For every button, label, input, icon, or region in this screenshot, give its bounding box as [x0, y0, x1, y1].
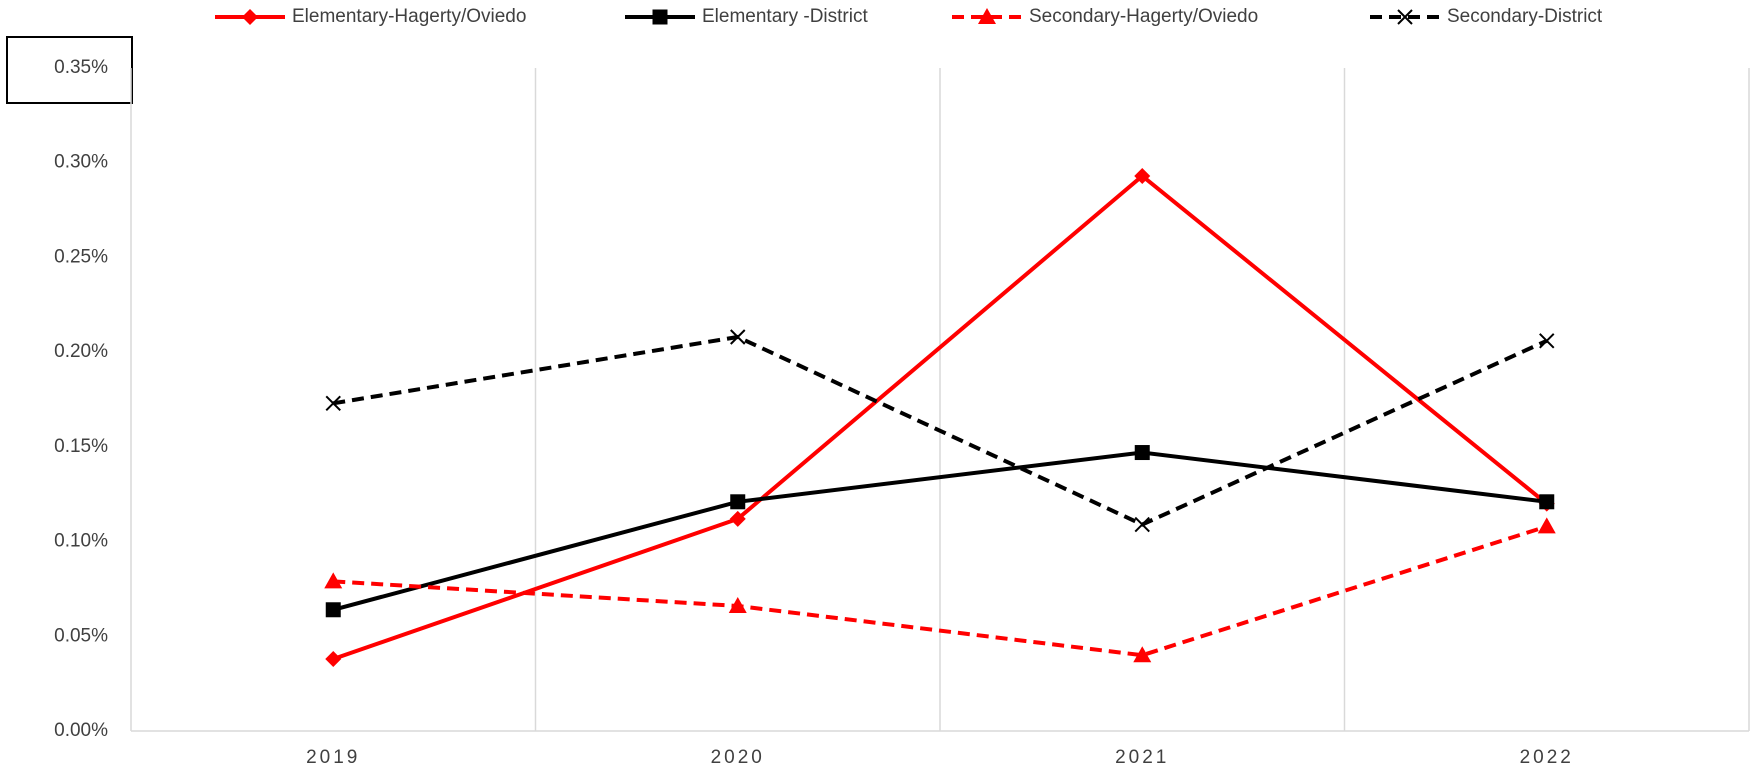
data-point [325, 395, 341, 411]
legend-label: Secondary-District [1447, 6, 1603, 27]
y-tick-label: 0.20% [54, 341, 108, 362]
data-point [1134, 516, 1150, 533]
y-tick-label: 0.15% [54, 436, 108, 457]
data-point [325, 602, 341, 618]
legend-marker [242, 9, 258, 25]
x-tick-label: 2021 [1115, 747, 1169, 768]
data-point [325, 651, 342, 668]
data-point [1134, 445, 1150, 461]
series-line [332, 173, 1549, 661]
data-point [730, 494, 746, 510]
y-tick-label: 0.10% [54, 531, 108, 552]
x-tick-label: 2022 [1520, 747, 1574, 768]
data-point [324, 572, 343, 589]
data-point [1134, 167, 1151, 184]
x-tick-label: 2020 [711, 747, 765, 768]
legend-marker [978, 8, 996, 24]
y-tick-label: 0.35% [54, 57, 108, 78]
legend-marker [652, 9, 668, 25]
data-point [1133, 646, 1152, 663]
legend-marker [1397, 9, 1413, 25]
data-point [1539, 494, 1555, 510]
y-tick-label: 0.05% [54, 625, 108, 646]
data-point [729, 510, 746, 527]
y-tick-label: 0.25% [54, 246, 108, 267]
legend-label: Elementary -District [702, 6, 868, 27]
label-box [6, 36, 133, 104]
series-line [332, 450, 1547, 612]
y-tick-label: 0.30% [54, 152, 108, 173]
data-point [728, 596, 747, 613]
data-point [1537, 517, 1556, 534]
legend-label: Elementary-Hagerty/Oviedo [292, 6, 526, 27]
legend-label: Secondary-Hagerty/Oviedo [1029, 6, 1258, 27]
y-tick-label: 0.00% [54, 720, 108, 741]
series-line [332, 334, 1548, 527]
series-line [333, 524, 1548, 658]
x-tick-label: 2019 [306, 747, 360, 768]
data-point [730, 329, 746, 345]
data-point [1539, 333, 1555, 349]
